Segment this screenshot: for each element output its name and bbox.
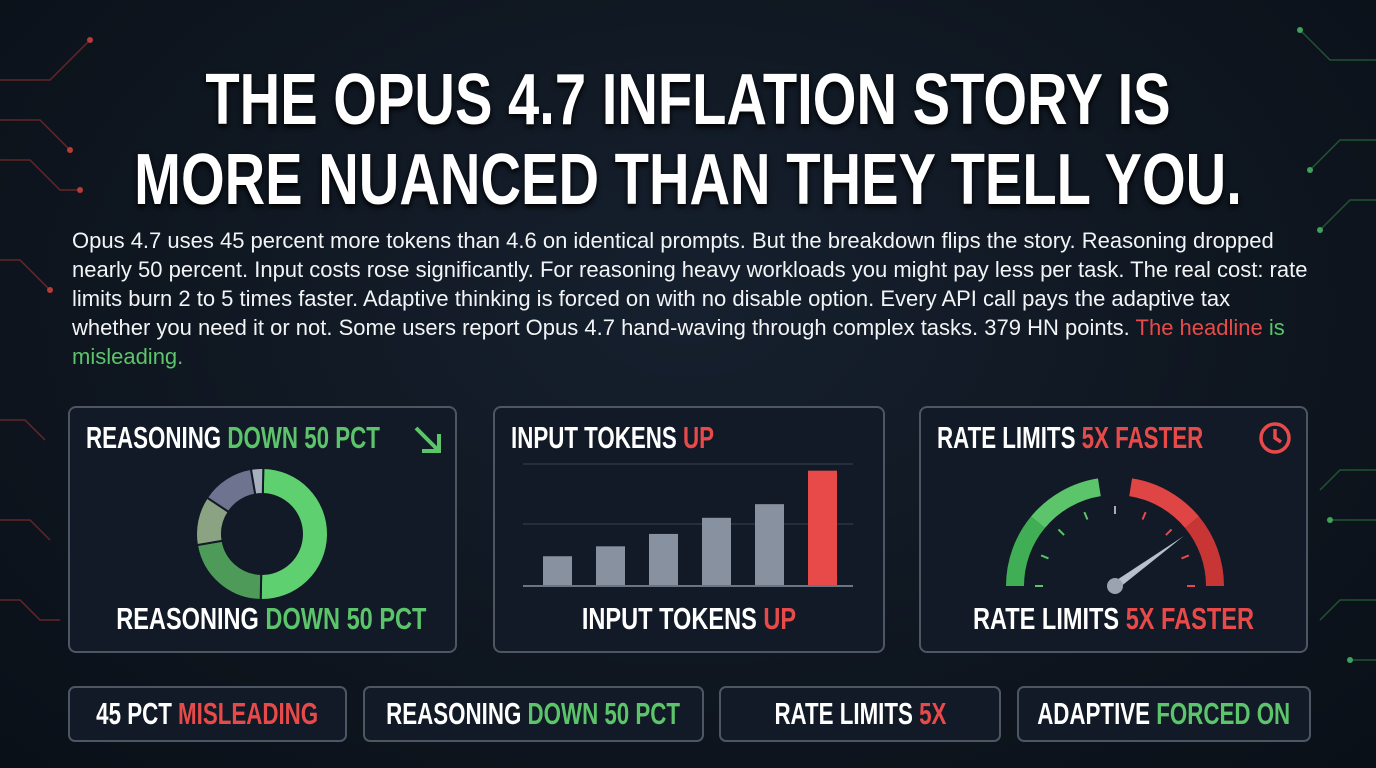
gauge-tick (1165, 528, 1173, 536)
donut-segment (259, 466, 329, 601)
gauge-needle (1112, 536, 1184, 590)
bar-chart (523, 463, 853, 587)
pill-highlight: 5X (918, 696, 946, 731)
pill-label: REASONING (386, 696, 528, 731)
caption-highlight: DOWN 50 PCT (265, 601, 427, 636)
pill-highlight: DOWN 50 PCT (527, 696, 681, 731)
caption-highlight: 5X FASTER (1125, 601, 1255, 636)
gauge-arc (1031, 478, 1102, 529)
gauge-arc (1184, 516, 1224, 587)
pill-label: ADAPTIVE (1037, 696, 1157, 731)
gauge-tick (1083, 511, 1089, 520)
body-highlight-red: The headline (1135, 315, 1263, 340)
bar (755, 504, 784, 586)
gauge-arc (1128, 478, 1199, 529)
gauge (1006, 478, 1224, 594)
panel-caption: INPUT TOKENS UP (542, 601, 837, 637)
pill-reasoning: REASONING DOWN 50 PCT (363, 686, 704, 742)
panel-title: RATE LIMITS 5X FASTER (937, 420, 1203, 456)
panel-caption: RATE LIMITS 5X FASTER (967, 601, 1260, 637)
donut-chart (195, 466, 329, 602)
panel-title: REASONING DOWN 50 PCT (86, 420, 380, 456)
gauge-hub (1107, 578, 1123, 594)
bar (808, 470, 837, 586)
pill-adaptive: ADAPTIVE FORCED ON (1017, 686, 1311, 742)
caption-label: REASONING (116, 601, 266, 636)
pill-rate-limits: RATE LIMITS 5X (719, 686, 1001, 742)
panel-title: INPUT TOKENS UP (511, 420, 714, 456)
arrow-down-right-icon (414, 426, 441, 453)
bar (543, 556, 572, 586)
bar (596, 546, 625, 586)
title-highlight: 5X FASTER (1081, 420, 1204, 455)
body-highlight-green: is misleading. (72, 315, 1285, 369)
caption-highlight: UP (763, 601, 797, 636)
donut-segment (195, 539, 263, 602)
pill-highlight: MISLEADING (178, 696, 319, 731)
gauge-tick (1040, 554, 1049, 560)
headline-line-1: THE OPUS 4.7 INFLATION STORY IS (205, 60, 1171, 140)
caption-label: RATE LIMITS (972, 601, 1126, 636)
pill-label: RATE LIMITS (774, 696, 919, 731)
headline-line-2: MORE NUANCED THAN THEY TELL YOU. (134, 140, 1242, 220)
body-text: Opus 4.7 uses 45 percent more tokens tha… (72, 228, 1308, 340)
reasoning-panel: REASONING DOWN 50 PCT REASONING DOWN 50 … (68, 406, 457, 653)
donut-segment (249, 467, 265, 496)
title-label: INPUT TOKENS (511, 420, 683, 455)
title-highlight: DOWN 50 PCT (227, 420, 380, 455)
title-label: REASONING (86, 420, 228, 455)
input-tokens-panel: INPUT TOKENS UP INPUT TOKENS UP (493, 406, 885, 653)
body-paragraph: Opus 4.7 uses 45 percent more tokens tha… (72, 226, 1312, 371)
pill-misleading: 45 PCT MISLEADING (68, 686, 347, 742)
panel-caption: REASONING DOWN 50 PCT (116, 601, 426, 637)
caption-label: INPUT TOKENS (581, 601, 764, 636)
rate-limits-panel: RATE LIMITS 5X FASTER RATE LIMITS 5X FAS… (919, 406, 1308, 653)
gauge-tick (1141, 511, 1147, 520)
gauge-tick (1057, 528, 1065, 536)
pill-highlight: FORCED ON (1156, 696, 1291, 731)
title-highlight: UP (682, 420, 714, 455)
clock-icon (1259, 422, 1291, 454)
pill-label: 45 PCT (96, 696, 179, 731)
gauge-tick (1181, 554, 1190, 560)
bar (702, 517, 731, 586)
gauge-arc (1006, 516, 1046, 587)
bar (649, 533, 678, 586)
title-label: RATE LIMITS (937, 420, 1082, 455)
